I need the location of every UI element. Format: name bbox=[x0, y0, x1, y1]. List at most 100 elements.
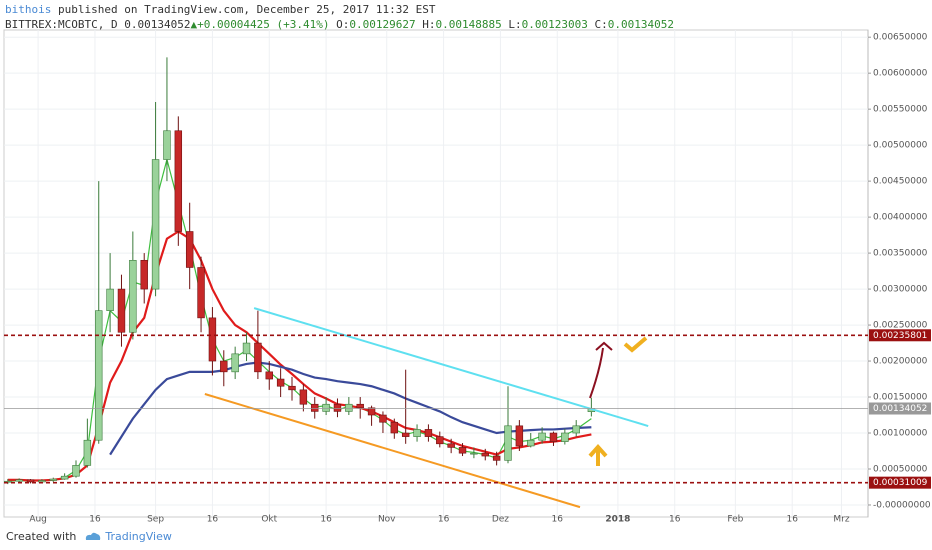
candle-body bbox=[163, 130, 171, 160]
candle-body bbox=[311, 403, 319, 412]
candle-body bbox=[515, 425, 524, 447]
y-tick-label: 0.00150000 bbox=[873, 393, 928, 403]
candle-body bbox=[390, 421, 399, 434]
published: published on TradingView.com, December 2… bbox=[51, 3, 436, 16]
candle-body bbox=[413, 429, 421, 437]
trendline bbox=[253, 307, 649, 427]
candle-body bbox=[492, 455, 501, 461]
y-tick-label: 0.00600000 bbox=[873, 69, 928, 79]
x-tick-label: 16 bbox=[320, 515, 332, 525]
candle-body bbox=[572, 425, 580, 434]
x-tick-label: Okt bbox=[261, 515, 277, 525]
candle-body bbox=[72, 465, 80, 477]
candle-body bbox=[26, 479, 35, 483]
ohlc-label: H: bbox=[422, 18, 436, 31]
candle-body bbox=[254, 342, 262, 373]
candle-body bbox=[197, 267, 205, 319]
ohlc-label: O: bbox=[336, 18, 350, 31]
candle-body bbox=[117, 288, 126, 333]
candle-body bbox=[504, 425, 512, 461]
candle-body bbox=[151, 159, 160, 290]
y-tick-label: 0.00400000 bbox=[873, 213, 928, 223]
symbol: BITTREX:MCOBTC, D bbox=[5, 18, 118, 31]
y-tick-label: 0.00350000 bbox=[873, 249, 928, 259]
arrowhead bbox=[595, 341, 613, 351]
x-tick-label: Feb bbox=[727, 515, 743, 525]
change: ▲+0.00004425 (+3.41%) bbox=[190, 18, 330, 31]
plot-layer bbox=[4, 30, 868, 517]
ohlc-value: 0.00134052 bbox=[607, 18, 674, 31]
y-tick-label: 0.00250000 bbox=[873, 321, 928, 331]
candle-body bbox=[49, 478, 57, 481]
candle-body bbox=[447, 443, 455, 448]
candle-body bbox=[288, 385, 296, 391]
candle-body bbox=[356, 403, 364, 409]
chart: -0.00000000 0.00050000 0.00100000 0.0015000… bbox=[3, 29, 931, 525]
candle-body bbox=[140, 259, 148, 290]
footer: Created with TradingView bbox=[6, 530, 172, 543]
candle-body bbox=[299, 389, 308, 405]
candle-body bbox=[527, 439, 535, 447]
x-tick-label: 16 bbox=[669, 515, 681, 525]
ohlc-label: C: bbox=[594, 18, 608, 31]
ohlc-label: L: bbox=[508, 18, 522, 31]
price-tag-label: 0.00235801 bbox=[873, 331, 927, 341]
candle-body bbox=[561, 432, 569, 442]
x-tick-label: 2018 bbox=[605, 515, 630, 525]
candle-body bbox=[38, 480, 46, 483]
ohlc-value: 0.00148885 bbox=[435, 18, 502, 31]
y-tick-label: 0.00550000 bbox=[873, 105, 928, 115]
y-tick-label: 0.00050000 bbox=[873, 464, 928, 474]
candle-body bbox=[345, 403, 353, 412]
candle-body bbox=[276, 378, 285, 387]
candle-body bbox=[220, 360, 228, 373]
arrow bbox=[589, 347, 604, 399]
candle-body bbox=[458, 447, 467, 454]
up-arrow bbox=[588, 443, 608, 466]
candle-body bbox=[60, 475, 69, 480]
author[interactable]: bithois bbox=[5, 3, 52, 16]
moving-average bbox=[7, 230, 592, 482]
candle-body bbox=[367, 407, 376, 416]
candle-body bbox=[538, 432, 546, 441]
y-tick-label: 0.00100000 bbox=[873, 429, 928, 439]
x-tick-label: Aug bbox=[29, 515, 47, 525]
candle-body bbox=[549, 432, 558, 442]
x-tick-label: 16 bbox=[552, 515, 564, 525]
candle-body bbox=[242, 342, 251, 355]
x-tick-label: Nov bbox=[378, 515, 396, 525]
candle-body bbox=[174, 130, 183, 232]
x-tick-label: Dez bbox=[492, 515, 509, 525]
candle-body bbox=[401, 432, 410, 437]
candle-body bbox=[106, 288, 114, 311]
publish-line: bithois published on TradingView.com, De… bbox=[5, 3, 435, 16]
x-tick-label: Mrz bbox=[833, 515, 849, 525]
candle-body bbox=[481, 452, 489, 457]
last: 0.00134052 bbox=[124, 18, 191, 31]
logo bbox=[85, 532, 101, 540]
y-tick-label: 0.00300000 bbox=[873, 285, 928, 295]
price-tag-label: 0.00031009 bbox=[873, 478, 928, 488]
candle-body bbox=[208, 317, 217, 362]
x-tick-label: 16 bbox=[89, 515, 101, 525]
y-tick-label: 0.00500000 bbox=[873, 141, 928, 151]
check-mark bbox=[623, 336, 648, 353]
x-tick-label: 16 bbox=[438, 515, 450, 525]
y-tick-label: 0.00450000 bbox=[873, 177, 928, 187]
candle-body bbox=[470, 452, 478, 455]
ohlc-value: 0.00123003 bbox=[521, 18, 588, 31]
candle-body bbox=[333, 403, 342, 412]
candle-body bbox=[322, 403, 330, 412]
y-tick-label: -0.00000000 bbox=[873, 500, 931, 510]
footer-text: Created with bbox=[6, 530, 77, 543]
y-tick-label: 0.00650000 bbox=[873, 33, 928, 43]
candle-body bbox=[95, 310, 103, 441]
candle-body bbox=[379, 414, 387, 423]
candle-body bbox=[185, 231, 194, 268]
footer-brand[interactable]: TradingView bbox=[105, 530, 172, 543]
price-tag bbox=[869, 402, 931, 415]
price-tag bbox=[869, 329, 931, 342]
trendline bbox=[204, 393, 581, 509]
x-tick-label: 16 bbox=[207, 515, 219, 525]
candle-body bbox=[265, 371, 273, 380]
